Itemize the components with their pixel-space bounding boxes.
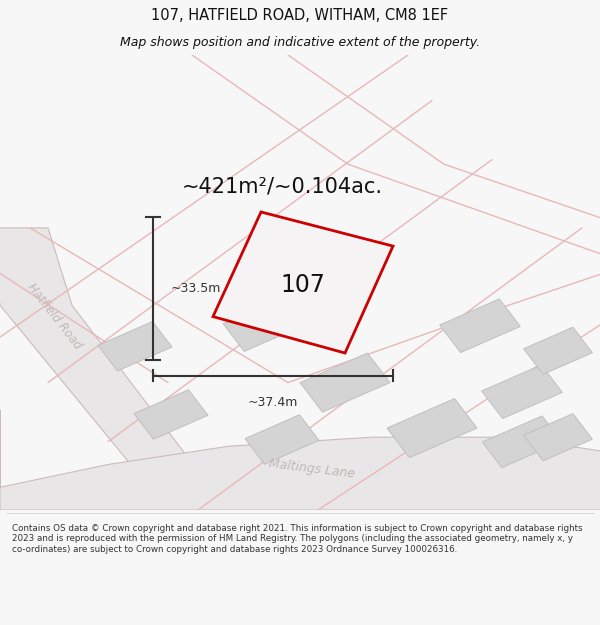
Text: ~33.5m: ~33.5m: [171, 282, 221, 294]
Polygon shape: [440, 299, 520, 352]
Text: ~421m²/~0.104ac.: ~421m²/~0.104ac.: [182, 177, 383, 197]
Polygon shape: [482, 416, 562, 468]
Polygon shape: [300, 353, 390, 412]
Text: Hatfield Road: Hatfield Road: [24, 281, 84, 352]
Polygon shape: [482, 365, 562, 419]
Text: 107, HATFIELD ROAD, WITHAM, CM8 1EF: 107, HATFIELD ROAD, WITHAM, CM8 1EF: [151, 8, 449, 23]
Polygon shape: [134, 390, 208, 439]
Text: Map shows position and indicative extent of the property.: Map shows position and indicative extent…: [120, 36, 480, 49]
Text: ~37.4m: ~37.4m: [248, 396, 298, 409]
Polygon shape: [387, 399, 477, 458]
Polygon shape: [223, 300, 299, 351]
Polygon shape: [98, 321, 172, 371]
Polygon shape: [245, 415, 319, 464]
Text: 107: 107: [281, 272, 325, 297]
Polygon shape: [524, 327, 592, 374]
Polygon shape: [524, 414, 592, 461]
Text: Maltings Lane: Maltings Lane: [268, 458, 356, 481]
Polygon shape: [0, 410, 600, 510]
Text: Contains OS data © Crown copyright and database right 2021. This information is : Contains OS data © Crown copyright and d…: [12, 524, 583, 554]
Polygon shape: [213, 212, 393, 353]
Polygon shape: [0, 228, 228, 510]
